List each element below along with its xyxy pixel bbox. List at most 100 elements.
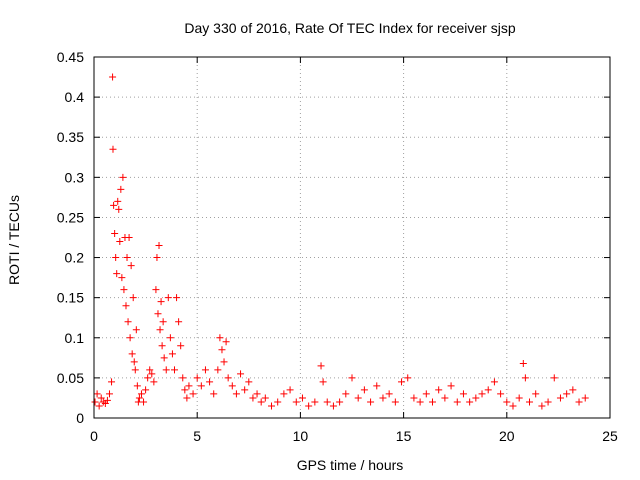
- data-point: [581, 394, 589, 402]
- data-point: [241, 386, 249, 394]
- data-point: [168, 350, 176, 358]
- data-point: [164, 294, 172, 302]
- data-point: [210, 390, 218, 398]
- data-point: [91, 398, 99, 406]
- x-tick-label: 15: [396, 428, 412, 444]
- data-point: [166, 334, 174, 342]
- data-point: [201, 366, 209, 374]
- data-point: [222, 338, 230, 346]
- data-point: [177, 342, 185, 350]
- data-point: [544, 398, 552, 406]
- data-point: [128, 350, 136, 358]
- data-point: [556, 394, 564, 402]
- data-point: [447, 382, 455, 390]
- x-tick-labels: 0 5 10 15 20 25: [90, 428, 618, 444]
- data-point: [569, 386, 577, 394]
- data-point: [373, 382, 381, 390]
- y-tick-label: 0.35: [57, 129, 84, 145]
- data-point: [305, 402, 313, 410]
- data-point: [459, 390, 467, 398]
- data-point: [140, 398, 148, 406]
- data-point: [466, 398, 474, 406]
- grid: [94, 57, 610, 418]
- data-point: [342, 390, 350, 398]
- data-point: [441, 394, 449, 402]
- data-point: [416, 398, 424, 406]
- data-point: [286, 386, 294, 394]
- data-point: [137, 390, 145, 398]
- data-point: [129, 294, 137, 302]
- data-point: [103, 396, 111, 404]
- data-point: [175, 318, 183, 326]
- data-point: [144, 374, 152, 382]
- data-point: [298, 394, 306, 402]
- data-point: [122, 302, 130, 310]
- data-point: [478, 390, 486, 398]
- data-point: [245, 378, 253, 386]
- data-point: [319, 378, 327, 386]
- plot-frame: [93, 56, 611, 419]
- data-point: [526, 398, 534, 406]
- data-point: [173, 294, 181, 302]
- data-point: [224, 374, 232, 382]
- x-axis-label: GPS time / hours: [297, 457, 404, 473]
- data-point: [110, 201, 118, 209]
- data-point: [257, 398, 265, 406]
- data-point: [150, 378, 158, 386]
- data-point: [154, 310, 162, 318]
- data-point: [563, 390, 571, 398]
- data-point: [114, 197, 122, 205]
- data-point: [336, 398, 344, 406]
- data-point: [261, 394, 269, 402]
- data-point: [105, 390, 113, 398]
- y-tick-label: 0.4: [65, 89, 85, 105]
- data-point: [519, 359, 527, 367]
- data-point: [155, 242, 163, 250]
- data-point: [323, 398, 331, 406]
- data-point: [206, 378, 214, 386]
- data-point: [132, 326, 140, 334]
- data-point: [118, 274, 126, 282]
- y-tick-label: 0.15: [57, 290, 84, 306]
- x-tick-label: 5: [193, 428, 201, 444]
- data-point: [135, 394, 143, 402]
- data-point: [130, 358, 138, 366]
- data-point: [123, 254, 131, 262]
- data-point: [292, 398, 300, 406]
- data-point: [391, 398, 399, 406]
- data-point: [183, 394, 191, 402]
- data-point: [148, 370, 156, 378]
- data-point: [348, 374, 356, 382]
- data-point: [181, 386, 189, 394]
- data-point: [124, 318, 132, 326]
- data-point: [162, 366, 170, 374]
- data-point: [93, 390, 101, 398]
- data-point: [232, 390, 240, 398]
- data-point: [228, 382, 236, 390]
- data-point: [422, 390, 430, 398]
- data-point: [113, 270, 121, 278]
- data-point: [115, 205, 123, 213]
- data-point: [218, 346, 226, 354]
- data-point: [125, 234, 133, 241]
- data-point: [158, 342, 166, 350]
- y-tick-label: 0.25: [57, 209, 84, 225]
- data-point: [197, 382, 205, 390]
- data-point: [109, 73, 117, 81]
- data-point: [521, 374, 529, 382]
- data-point: [117, 185, 125, 193]
- data-point: [112, 254, 120, 262]
- y-tick-label: 0.2: [65, 250, 85, 266]
- data-point: [435, 386, 443, 394]
- data-point: [274, 398, 282, 406]
- y-axis-label: ROTI / TECUs: [6, 195, 22, 285]
- data-point: [550, 374, 558, 382]
- x-tick-label: 10: [293, 428, 309, 444]
- data-point: [126, 334, 134, 342]
- data-point: [532, 390, 540, 398]
- data-point: [170, 366, 178, 374]
- y-tick-label: 0.05: [57, 370, 84, 386]
- data-point: [185, 382, 193, 390]
- data-point: [189, 390, 197, 398]
- data-point: [153, 254, 161, 262]
